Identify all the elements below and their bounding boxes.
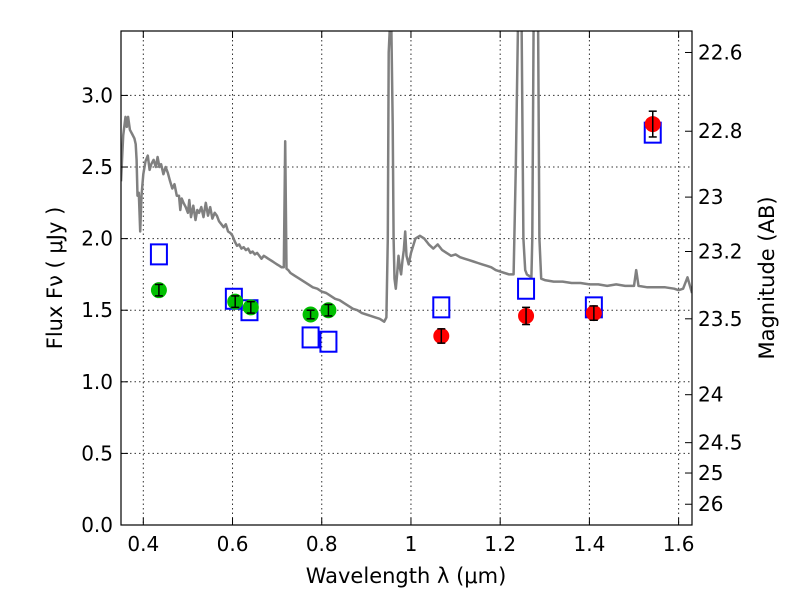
y2-tick-label: 23.5 [698, 307, 743, 331]
y2-tick-label: 23.2 [698, 240, 743, 264]
y-axis-label: Flux Fν ( μJy ) [43, 207, 67, 350]
y-tick-label: 2.0 [81, 227, 113, 251]
y2-tick-label: 22.8 [698, 119, 743, 143]
y2-axis-label: Magnitude (AB) [755, 196, 779, 359]
model-square-marker [149, 243, 168, 266]
model-square-marker [319, 330, 338, 353]
model-square-marker [301, 326, 320, 349]
x-tick-label: 0.4 [127, 532, 159, 556]
y-tick-label: 1.5 [81, 298, 113, 322]
plot-frame [120, 30, 693, 526]
model-square-marker [517, 277, 536, 300]
y-tick-label: 3.0 [81, 83, 113, 107]
x-tick-label: 1.2 [484, 532, 516, 556]
x-tick-label: 1.6 [663, 532, 695, 556]
x-tick-label: 0.6 [217, 532, 249, 556]
spectrum-line [121, 31, 692, 323]
y-tick-label: 0.0 [81, 513, 113, 537]
y2-tick-label: 25 [698, 461, 723, 485]
y2-tick-label: 24 [698, 383, 723, 407]
y2-tick-label: 22.6 [698, 40, 743, 64]
axis-ticks: 0.4 0.6 0.8 1 1.2 1.4 1.6 0.0 0.5 1.0 1.5 2.0 2.5 3.0… [81, 31, 743, 556]
x-axis-label: Wavelength λ (μm) [306, 564, 507, 588]
x-tick-label: 1.4 [573, 532, 605, 556]
y-tick-label: 1.0 [81, 370, 113, 394]
y2-tick-label: 23 [698, 185, 723, 209]
x-tick-label: 0.8 [306, 532, 338, 556]
y2-tick-label: 24.5 [698, 431, 743, 455]
y-tick-label: 0.5 [81, 441, 113, 465]
x-tick-label: 1 [405, 532, 418, 556]
plot-area [121, 31, 692, 353]
y2-tick-label: 26 [698, 492, 723, 516]
model-square-marker [432, 296, 451, 319]
y-tick-label: 2.5 [81, 155, 113, 179]
